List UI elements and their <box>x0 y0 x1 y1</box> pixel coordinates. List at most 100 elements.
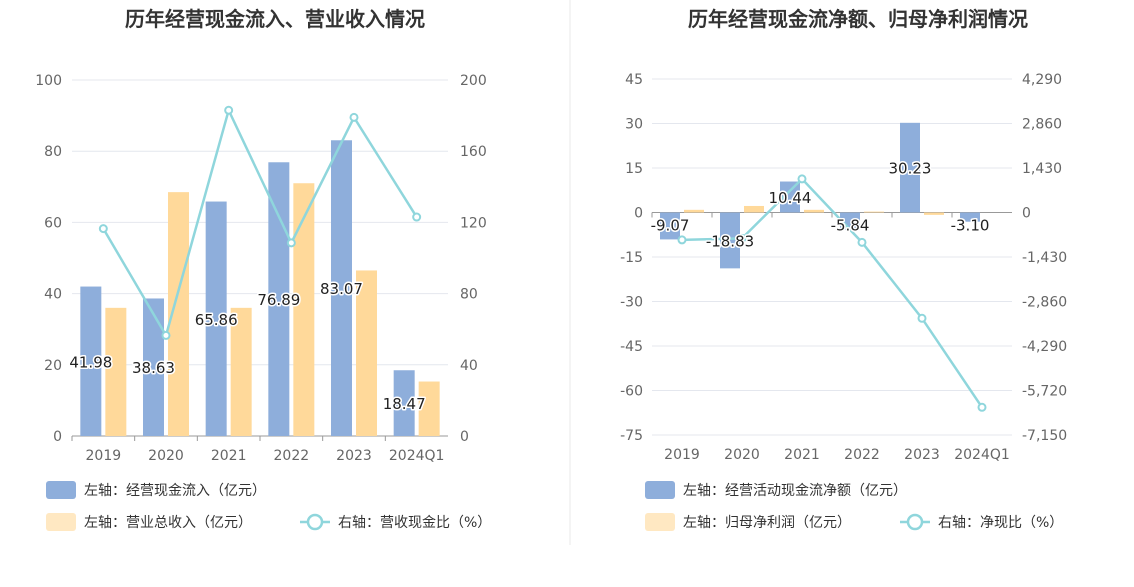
bar-secondary <box>230 307 252 436</box>
right-axis-tick-label: 2,860 <box>1022 117 1062 133</box>
left-axis-tick-label: 15 <box>625 161 643 177</box>
right-axis-tick-label: -5,720 <box>1022 384 1067 400</box>
right-axis-tick-label: 0 <box>460 429 469 445</box>
x-axis-tick-label: 2023 <box>336 448 372 464</box>
right-axis-tick-label: 200 <box>460 73 487 89</box>
bar-secondary <box>804 209 824 213</box>
bar-data-label: 41.98 <box>69 353 112 371</box>
x-axis-tick-label: 2020 <box>724 447 760 463</box>
bar-data-label: -5.84 <box>831 217 870 235</box>
x-axis-tick-label: 2024Q1 <box>954 447 1010 463</box>
left-axis-tick-label: 80 <box>44 144 62 160</box>
legend-item[interactable]: 左轴：营业总收入（亿元） <box>46 513 252 531</box>
x-axis-tick-label: 2019 <box>86 448 122 464</box>
bar-secondary <box>168 192 189 436</box>
right-axis-tick-label: -1,430 <box>1022 250 1067 266</box>
left-chart: 历年经营现金流入、营业收入情况 100806040200200160120804… <box>35 7 491 531</box>
legend-item[interactable]: 左轴：经营活动现金流净额（亿元） <box>645 481 907 499</box>
right-axis-tick-label: 160 <box>460 144 487 160</box>
x-axis-tick-label: 2022 <box>274 448 310 464</box>
left-axis-tick-label: -60 <box>620 384 643 400</box>
x-axis-tick-label: 2020 <box>148 448 184 464</box>
bar-data-label: 10.44 <box>769 189 812 207</box>
right-axis-tick-label: -2,860 <box>1022 295 1067 311</box>
bar-primary <box>205 201 227 436</box>
legend-swatch <box>645 481 675 499</box>
legend-item[interactable]: 左轴：归母净利润（亿元） <box>645 513 851 531</box>
x-axis-tick-label: 2019 <box>664 447 700 463</box>
bar-primary <box>960 212 980 222</box>
bar-data-label: 76.89 <box>257 291 300 309</box>
line-point <box>412 212 422 222</box>
bar-secondary <box>924 212 944 215</box>
bar-primary <box>331 140 352 436</box>
legend-item[interactable]: 左轴：经营现金流入（亿元） <box>46 481 266 499</box>
legend-label: 左轴：归母净利润（亿元） <box>683 514 851 531</box>
left-axis-tick-label: -45 <box>620 339 643 355</box>
bar-data-label: 38.63 <box>132 359 175 377</box>
bar-primary <box>393 370 415 436</box>
legend-swatch <box>46 481 76 499</box>
line-point <box>349 112 359 122</box>
right-axis-tick-label: -4,290 <box>1022 339 1067 355</box>
legend-label: 右轴：净现比（%） <box>938 515 1063 531</box>
right-axis-tick-label: 0 <box>1022 206 1031 222</box>
bar-primary <box>268 162 290 436</box>
line-point <box>677 235 687 245</box>
ratio-line <box>681 177 984 409</box>
legend-item[interactable]: 右轴：净现比（%） <box>900 513 1063 531</box>
x-axis-tick-label: 2021 <box>784 447 820 463</box>
x-axis-tick-label: 2023 <box>904 447 940 463</box>
bar-primary <box>143 298 164 436</box>
right-axis-tick-label: 80 <box>460 287 478 303</box>
left-axis-tick-label: -30 <box>620 295 643 311</box>
right-axis-tick-label: 120 <box>460 215 487 231</box>
left-axis-tick-label: 60 <box>44 215 62 231</box>
left-axis-tick-label: 40 <box>44 287 62 303</box>
bar-primary <box>80 286 102 436</box>
right-axis-tick-label: 4,290 <box>1022 72 1062 88</box>
left-axis-tick-label: 0 <box>634 206 643 222</box>
right-chart: 历年经营现金流净额、归母净利润情况 45 30 15 0 -15 -30 -45 -60 -75… <box>620 7 1067 531</box>
right-axis-tick-label: 40 <box>460 358 478 374</box>
bar-secondary <box>418 381 440 436</box>
bar-data-label: -3.10 <box>951 217 990 235</box>
legend-marker <box>906 513 924 531</box>
bar-primary <box>720 212 740 269</box>
left-axis-tick-label: -15 <box>620 250 643 266</box>
x-axis-tick-label: 2022 <box>844 447 880 463</box>
bar-secondary <box>864 211 884 213</box>
left-axis-tick-label: 0 <box>53 429 62 445</box>
bar-primary <box>780 181 800 213</box>
legend-marker <box>306 513 324 531</box>
line-point <box>737 233 747 243</box>
left-axis-tick-label: 30 <box>625 117 643 133</box>
bar-primary <box>900 122 920 213</box>
left-axis-tick-label: 100 <box>35 73 62 89</box>
bar-data-label: 18.47 <box>383 395 426 413</box>
bar-data-label: 83.07 <box>320 280 363 298</box>
legend-label: 左轴：营业总收入（亿元） <box>84 515 252 531</box>
bar-secondary <box>684 209 704 213</box>
line-point <box>161 330 171 340</box>
bar-data-label: -9.07 <box>651 217 690 235</box>
line-point <box>98 224 108 234</box>
left-axis-tick-label: -75 <box>620 428 643 444</box>
line-point <box>917 313 927 323</box>
bar-secondary <box>356 270 377 436</box>
line-point <box>797 174 807 184</box>
x-axis-tick-label: 2021 <box>211 448 247 464</box>
legend-label: 左轴：经营活动现金流净额（亿元） <box>683 483 907 499</box>
line-point <box>224 105 234 115</box>
legend-item[interactable]: 右轴：营收现金比（%） <box>300 513 491 531</box>
line-point <box>857 237 867 247</box>
bar-data-label: 30.23 <box>889 160 932 178</box>
right-axis-tick-label: -7,150 <box>1022 428 1067 444</box>
bar-data-label: 65.86 <box>195 311 238 329</box>
bar-primary <box>660 212 680 240</box>
left-axis-tick-label: 45 <box>625 72 643 88</box>
bar-secondary <box>105 307 127 436</box>
legend-label: 右轴：营收现金比（%） <box>338 515 491 531</box>
